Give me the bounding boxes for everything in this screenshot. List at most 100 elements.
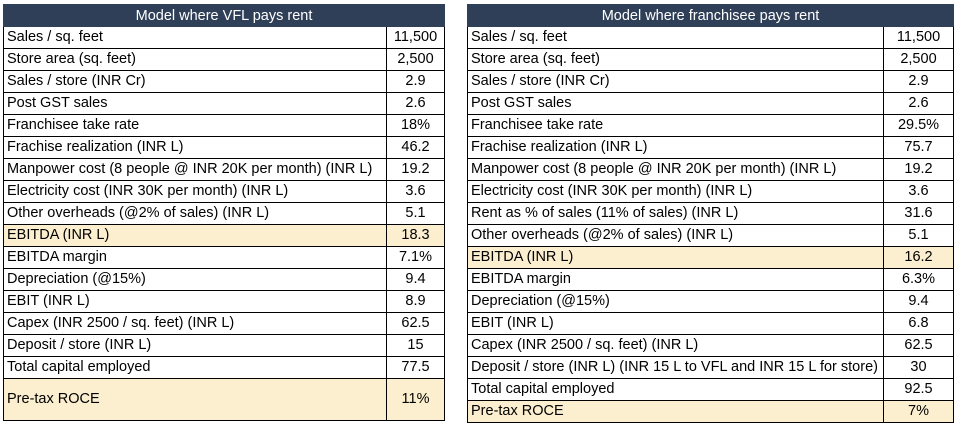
- table-row: Frachise realization (INR L) 46.2: [3, 136, 445, 159]
- table-row: EBITDA (INR L) 16.2: [467, 246, 954, 269]
- row-label: Capex (INR 2500 / sq. feet) (INR L): [3, 312, 387, 335]
- row-value: 11,500: [883, 26, 954, 49]
- table-row: EBITDA margin 7.1%: [3, 246, 445, 269]
- table-row: Rent as % of sales (11% of sales) (INR L…: [467, 202, 954, 225]
- row-value: 2.6: [883, 92, 954, 115]
- table-row: Manpower cost (8 people @ INR 20K per mo…: [3, 158, 445, 181]
- table-row: Post GST sales 2.6: [467, 92, 954, 115]
- row-value: 3.6: [883, 180, 954, 203]
- row-label: Sales / store (INR Cr): [3, 70, 387, 93]
- row-label: Other overheads (@2% of sales) (INR L): [3, 202, 387, 225]
- table-row: Depreciation (@15%) 9.4: [467, 290, 954, 313]
- row-label: Depreciation (@15%): [467, 290, 884, 313]
- row-value: 92.5: [883, 378, 954, 401]
- row-value: 6.8: [883, 312, 954, 335]
- table-row: Franchisee take rate 29.5%: [467, 114, 954, 137]
- row-label: EBIT (INR L): [3, 290, 387, 313]
- table-row: Deposit / store (INR L) 15: [3, 334, 445, 357]
- row-value: 7%: [883, 400, 954, 423]
- row-label: EBITDA (INR L): [467, 246, 884, 269]
- table-row: Other overheads (@2% of sales) (INR L) 5.…: [3, 202, 445, 225]
- row-label: Store area (sq. feet): [3, 48, 387, 71]
- table-header-row: Model where franchisee pays rent: [467, 4, 954, 27]
- row-label: Electricity cost (INR 30K per month) (IN…: [3, 180, 387, 203]
- row-value: 9.4: [883, 290, 954, 313]
- table-row: EBIT (INR L) 8.9: [3, 290, 445, 313]
- row-value: 18.3: [386, 224, 445, 247]
- row-value: 5.1: [386, 202, 445, 225]
- table-row: Franchisee take rate 18%: [3, 114, 445, 137]
- row-value: 18%: [386, 114, 445, 137]
- table-row: Depreciation (@15%) 9.4: [3, 268, 445, 291]
- row-value: 77.5: [386, 356, 445, 379]
- row-value: 8.9: [386, 290, 445, 313]
- row-label: Frachise realization (INR L): [3, 136, 387, 159]
- table-row: Total capital employed 77.5: [3, 356, 445, 379]
- row-value: 11,500: [386, 26, 445, 49]
- table-row: Sales / sq. feet 11,500: [3, 26, 445, 49]
- row-label: Sales / store (INR Cr): [467, 70, 884, 93]
- row-label: Rent as % of sales (11% of sales) (INR L…: [467, 202, 884, 225]
- row-value: 15: [386, 334, 445, 357]
- row-label: Frachise realization (INR L): [467, 136, 884, 159]
- table-row: Sales / sq. feet 11,500: [467, 26, 954, 49]
- row-label: Other overheads (@2% of sales) (INR L): [467, 224, 884, 247]
- row-value: 62.5: [386, 312, 445, 335]
- table-row: Sales / store (INR Cr) 2.9: [467, 70, 954, 93]
- row-label: Manpower cost (8 people @ INR 20K per mo…: [467, 158, 884, 181]
- row-value: 2.9: [386, 70, 445, 93]
- row-value: 16.2: [883, 246, 954, 269]
- row-value: 7.1%: [386, 246, 445, 269]
- row-value: 5.1: [883, 224, 954, 247]
- table-row: Pre-tax ROCE 7%: [467, 400, 954, 423]
- table-row: EBITDA margin 6.3%: [467, 268, 954, 291]
- table-row: Manpower cost (8 people @ INR 20K per mo…: [467, 158, 954, 181]
- table-row: Store area (sq. feet) 2,500: [3, 48, 445, 71]
- table-row: Other overheads (@2% of sales) (INR L) 5.…: [467, 224, 954, 247]
- table-row: Sales / store (INR Cr) 2.9: [3, 70, 445, 93]
- table-row: Electricity cost (INR 30K per month) (IN…: [3, 180, 445, 203]
- row-value: 2.9: [883, 70, 954, 93]
- row-label: Total capital employed: [467, 378, 884, 401]
- row-label: EBIT (INR L): [467, 312, 884, 335]
- row-label: Depreciation (@15%): [3, 268, 387, 291]
- row-label: EBITDA (INR L): [3, 224, 387, 247]
- vfl-pays-rent-table: Model where VFL pays rent Sales / sq. fe…: [3, 4, 445, 421]
- table-row: EBIT (INR L) 6.8: [467, 312, 954, 335]
- row-value: 75.7: [883, 136, 954, 159]
- row-value: 19.2: [386, 158, 445, 181]
- row-label: Manpower cost (8 people @ INR 20K per mo…: [3, 158, 387, 181]
- table-row: Capex (INR 2500 / sq. feet) (INR L) 62.5: [467, 334, 954, 357]
- row-label: Deposit / store (INR L) (INR 15 L to VFL…: [467, 356, 884, 379]
- table-row: Deposit / store (INR L) (INR 15 L to VFL…: [467, 356, 954, 379]
- row-label: Store area (sq. feet): [467, 48, 884, 71]
- row-label: Franchisee take rate: [467, 114, 884, 137]
- row-value: 29.5%: [883, 114, 954, 137]
- row-value: 31.6: [883, 202, 954, 225]
- row-value: 9.4: [386, 268, 445, 291]
- row-value: 2,500: [386, 48, 445, 71]
- row-value: 62.5: [883, 334, 954, 357]
- table-row: EBITDA (INR L) 18.3: [3, 224, 445, 247]
- row-value: 30: [883, 356, 954, 379]
- row-label: EBITDA margin: [3, 246, 387, 269]
- row-value: 6.3%: [883, 268, 954, 291]
- table-row: Frachise realization (INR L) 75.7: [467, 136, 954, 159]
- table-row: Pre-tax ROCE 11%: [3, 378, 445, 421]
- row-label: EBITDA margin: [467, 268, 884, 291]
- row-value: 11%: [386, 378, 445, 421]
- row-label: Total capital employed: [3, 356, 387, 379]
- row-label: Post GST sales: [467, 92, 884, 115]
- row-label: Electricity cost (INR 30K per month) (IN…: [467, 180, 884, 203]
- row-value: 3.6: [386, 180, 445, 203]
- row-value: 2,500: [883, 48, 954, 71]
- table-row: Electricity cost (INR 30K per month) (IN…: [467, 180, 954, 203]
- row-value: 19.2: [883, 158, 954, 181]
- table-row: Post GST sales 2.6: [3, 92, 445, 115]
- table-row: Store area (sq. feet) 2,500: [467, 48, 954, 71]
- table-body: Sales / sq. feet 11,500 Store area (sq. fe…: [467, 26, 954, 423]
- row-label: Franchisee take rate: [3, 114, 387, 137]
- row-label: Deposit / store (INR L): [3, 334, 387, 357]
- row-value: 46.2: [386, 136, 445, 159]
- row-label: Pre-tax ROCE: [3, 378, 387, 421]
